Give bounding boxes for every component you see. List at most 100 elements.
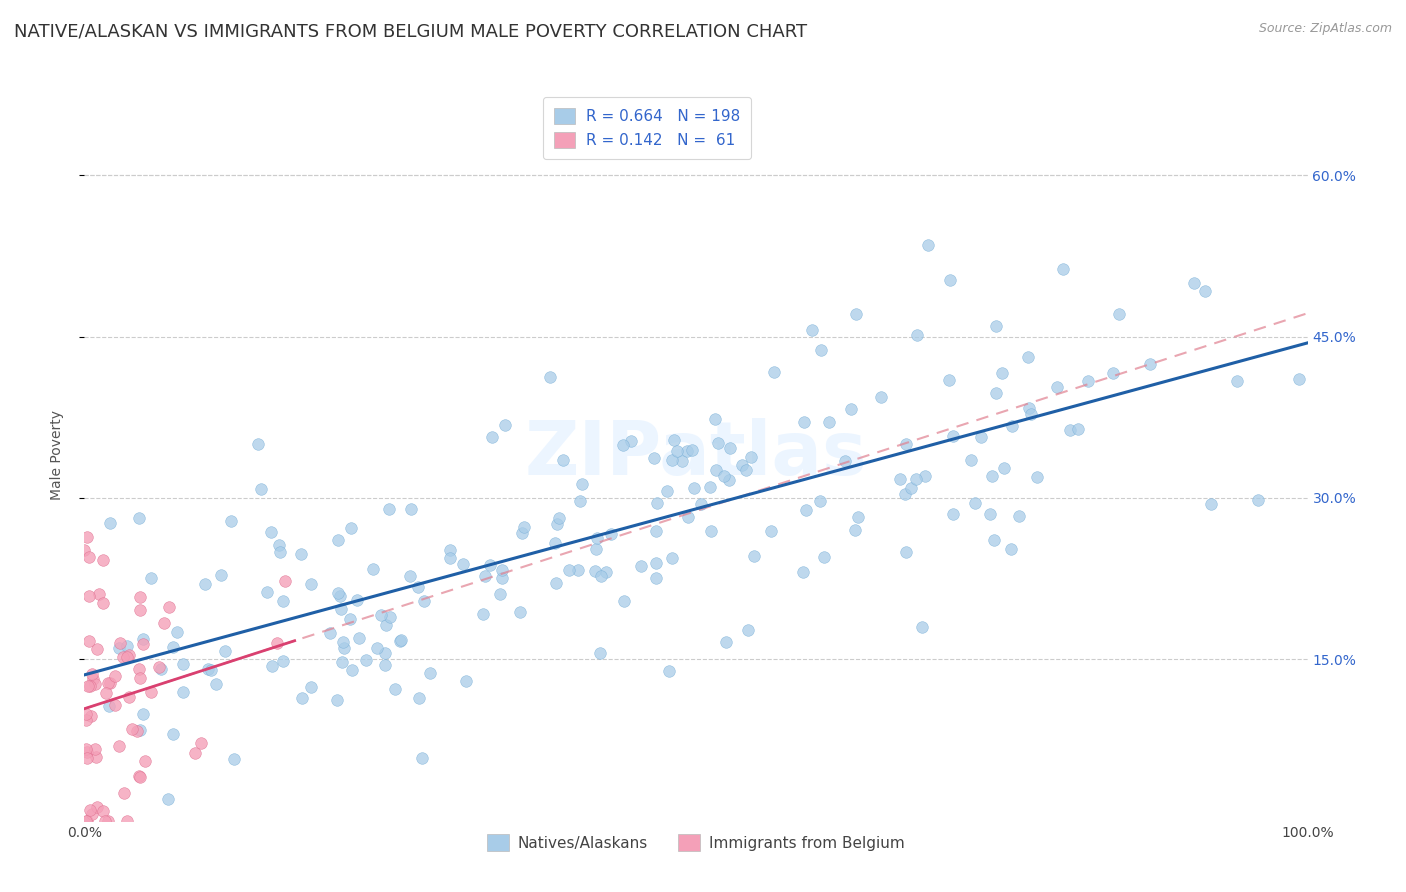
Point	[911, 620, 934, 634]
Text: Source: ZipAtlas.com: Source: ZipAtlas.com	[1258, 22, 1392, 36]
Point	[986, 385, 1008, 400]
Point	[399, 569, 422, 583]
Point	[269, 545, 291, 559]
Point	[1288, 372, 1310, 386]
Point	[75, 713, 97, 727]
Point	[411, 751, 433, 765]
Point	[714, 635, 737, 649]
Point	[904, 472, 927, 486]
Point	[813, 550, 835, 565]
Point	[156, 792, 179, 806]
Point	[983, 533, 1005, 547]
Point	[129, 671, 152, 685]
Point	[690, 497, 713, 511]
Point	[112, 650, 135, 665]
Point	[79, 803, 101, 817]
Point	[662, 434, 685, 448]
Point	[703, 412, 725, 426]
Point	[84, 677, 107, 691]
Point	[247, 437, 270, 451]
Point	[271, 654, 294, 668]
Point	[730, 458, 752, 472]
Point	[792, 566, 814, 580]
Point	[190, 736, 212, 750]
Point	[1139, 357, 1161, 371]
Point	[134, 754, 156, 768]
Point	[456, 673, 478, 688]
Point	[585, 531, 607, 545]
Point	[489, 587, 512, 601]
Point	[551, 453, 574, 467]
Point	[86, 800, 108, 814]
Point	[356, 653, 378, 667]
Point	[810, 343, 832, 358]
Point	[571, 477, 593, 491]
Point	[77, 549, 100, 564]
Point	[589, 569, 612, 583]
Point	[260, 524, 283, 539]
Point	[1059, 423, 1081, 437]
Point	[1102, 366, 1125, 380]
Point	[439, 550, 461, 565]
Point	[896, 437, 918, 451]
Point	[128, 511, 150, 525]
Point	[291, 691, 314, 706]
Point	[993, 461, 1015, 475]
Point	[657, 483, 679, 498]
Point	[419, 666, 441, 681]
Point	[374, 618, 396, 632]
Point	[661, 453, 683, 467]
Point	[718, 473, 741, 487]
Point	[162, 640, 184, 655]
Point	[80, 667, 103, 681]
Point	[645, 571, 668, 585]
Text: ZIPatlas: ZIPatlas	[524, 418, 868, 491]
Point	[76, 745, 98, 759]
Point	[644, 556, 666, 570]
Point	[406, 580, 429, 594]
Point	[299, 576, 322, 591]
Point	[108, 640, 131, 655]
Point	[172, 685, 194, 699]
Point	[801, 323, 824, 337]
Point	[1021, 407, 1043, 421]
Point	[546, 517, 568, 532]
Point	[986, 318, 1008, 333]
Point	[262, 658, 284, 673]
Point	[112, 786, 135, 800]
Point	[718, 442, 741, 456]
Point	[1066, 422, 1088, 436]
Point	[184, 746, 207, 760]
Point	[77, 589, 100, 603]
Point	[979, 507, 1001, 521]
Point	[128, 723, 150, 738]
Point	[1025, 470, 1047, 484]
Point	[77, 634, 100, 648]
Point	[75, 742, 97, 756]
Point	[91, 596, 114, 610]
Point	[408, 691, 430, 706]
Point	[817, 415, 839, 429]
Point	[472, 607, 495, 621]
Point	[643, 450, 665, 465]
Point	[478, 558, 501, 573]
Point	[330, 655, 353, 669]
Point	[157, 600, 180, 615]
Point	[326, 693, 349, 707]
Point	[1018, 401, 1040, 415]
Point	[149, 662, 172, 676]
Point	[96, 686, 118, 700]
Point	[197, 662, 219, 676]
Point	[172, 657, 194, 672]
Point	[332, 635, 354, 649]
Point	[131, 706, 153, 721]
Point	[706, 462, 728, 476]
Point	[269, 538, 291, 552]
Point	[513, 520, 536, 534]
Point	[413, 593, 436, 607]
Point	[80, 708, 103, 723]
Point	[682, 481, 704, 495]
Point	[844, 523, 866, 537]
Point	[894, 545, 917, 559]
Point	[491, 563, 513, 577]
